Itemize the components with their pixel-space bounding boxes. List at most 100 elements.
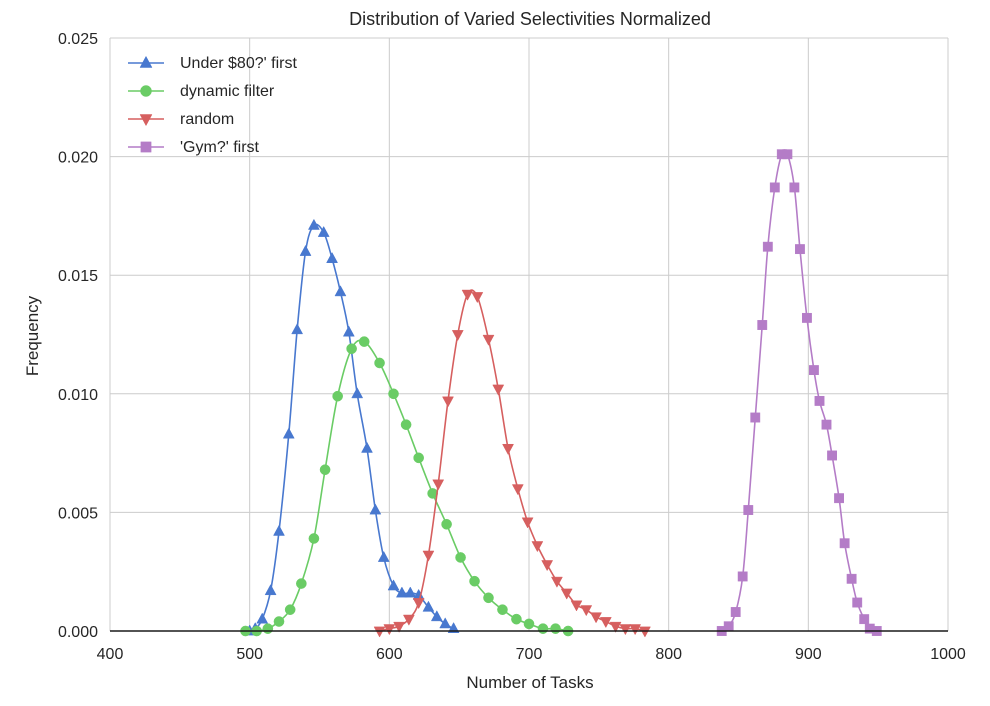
legend-marker	[140, 141, 152, 153]
data-point	[461, 289, 474, 301]
legend-item-gym-first: 'Gym?' first	[128, 139, 260, 156]
data-point	[451, 330, 464, 342]
data-point	[757, 320, 768, 330]
y-axis-label: Frequency	[23, 295, 42, 376]
data-point	[361, 441, 373, 453]
data-point	[332, 390, 343, 402]
legend-marker	[140, 85, 152, 97]
data-point	[282, 427, 295, 439]
data-point	[497, 604, 508, 615]
data-point	[358, 336, 370, 347]
x-tick-label: 600	[376, 646, 403, 663]
data-point	[483, 592, 494, 604]
series-under-80-first	[243, 218, 460, 636]
series-line-random	[379, 289, 646, 632]
legend-marker	[139, 55, 153, 68]
data-point	[326, 252, 338, 263]
data-point	[374, 357, 385, 369]
data-point	[383, 624, 396, 636]
legend-item-random: random	[128, 111, 234, 128]
data-point	[342, 325, 355, 337]
legend-label: dynamic filter	[180, 83, 275, 100]
data-point	[388, 388, 399, 400]
data-point	[492, 384, 505, 396]
x-tick-label: 800	[655, 646, 682, 663]
legend-label: 'Gym?' first	[180, 139, 260, 156]
data-point	[737, 571, 748, 582]
data-point	[834, 493, 844, 504]
series-dynamic-filter	[240, 336, 574, 637]
x-tick-label: 500	[236, 646, 263, 663]
data-point	[859, 614, 870, 625]
data-point	[422, 600, 435, 612]
legend: Under $80?' first dynamic filter random 'Gy…	[128, 55, 297, 156]
data-point	[422, 550, 435, 562]
data-point	[369, 503, 382, 515]
series-random	[373, 289, 651, 638]
data-point	[782, 149, 793, 160]
data-point	[296, 578, 307, 589]
data-point	[471, 292, 484, 304]
data-point	[619, 624, 632, 636]
data-point	[319, 464, 331, 476]
data-point	[395, 586, 408, 598]
legend-item-dynamic-filter: dynamic filter	[128, 83, 275, 100]
data-point	[590, 612, 602, 624]
data-point	[789, 182, 800, 193]
data-point	[317, 225, 330, 237]
y-tick-label: 0.010	[58, 387, 98, 404]
data-point	[469, 575, 480, 587]
data-point	[730, 607, 741, 617]
series-gym-first	[716, 149, 882, 636]
data-point	[307, 218, 320, 230]
data-point	[639, 626, 651, 638]
data-point	[570, 600, 583, 612]
x-tick-label: 1000	[930, 646, 966, 663]
data-point	[387, 579, 400, 591]
data-point	[482, 334, 495, 346]
data-point	[291, 323, 304, 335]
data-point	[827, 450, 838, 461]
data-point	[550, 623, 561, 634]
data-point	[402, 614, 415, 626]
data-point	[442, 396, 454, 408]
legend-label: random	[180, 111, 234, 128]
data-point	[346, 343, 357, 355]
data-point	[802, 312, 812, 323]
data-point	[412, 598, 425, 610]
data-point	[400, 419, 412, 430]
legend-item-under-80-first: Under $80?' first	[128, 55, 297, 72]
y-tick-label: 0.000	[58, 624, 98, 641]
data-point	[455, 552, 466, 563]
data-point	[439, 617, 452, 629]
data-point	[299, 244, 312, 256]
data-point	[531, 541, 544, 553]
data-point	[769, 182, 780, 193]
data-point	[393, 621, 406, 633]
y-tick-label: 0.025	[58, 31, 98, 48]
data-point	[273, 616, 285, 627]
data-point	[795, 244, 805, 255]
chart-title: Distribution of Varied Selectivities Nor…	[349, 9, 711, 29]
data-point	[743, 505, 754, 515]
data-point	[308, 533, 320, 544]
series-layer	[240, 149, 882, 638]
x-tick-label: 400	[97, 646, 124, 663]
data-point	[373, 626, 386, 638]
legend-label: Under $80?' first	[180, 55, 297, 72]
data-point	[273, 524, 285, 536]
data-point	[852, 597, 863, 608]
data-point	[511, 613, 522, 625]
data-point	[762, 241, 773, 252]
axes: 400 500 600 700 800 900 1000 0.000 0.005 0.010 0.0…	[58, 31, 966, 663]
data-point	[629, 624, 642, 636]
data-point	[560, 588, 573, 600]
data-point	[377, 550, 390, 562]
data-point	[404, 586, 417, 598]
data-point	[846, 573, 857, 584]
data-point	[351, 387, 364, 399]
data-point	[541, 560, 554, 572]
